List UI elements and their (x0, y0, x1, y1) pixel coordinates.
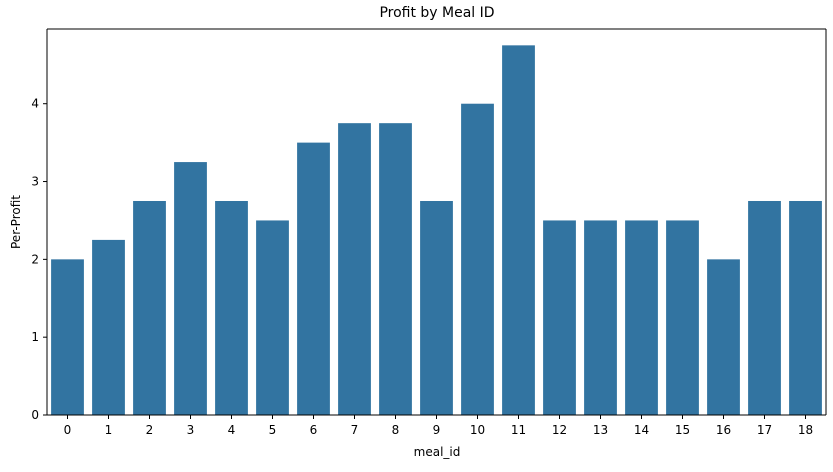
x-tick-label: 6 (310, 423, 318, 437)
x-tick-label: 14 (634, 423, 649, 437)
x-tick-label: 15 (675, 423, 690, 437)
x-tick-label: 16 (716, 423, 731, 437)
bar-meal-9 (420, 200, 453, 415)
x-tick-label: 2 (146, 423, 154, 437)
bar-meal-3 (174, 162, 207, 415)
bar-meal-13 (584, 220, 617, 415)
x-tick-label: 3 (187, 423, 195, 437)
x-tick-label: 7 (351, 423, 359, 437)
y-tick-label: 1 (31, 330, 39, 344)
bar-meal-8 (379, 123, 412, 416)
x-tick-label: 11 (511, 423, 526, 437)
x-tick-label: 8 (392, 423, 400, 437)
bar-meal-11 (502, 45, 535, 416)
y-tick-label: 3 (31, 175, 39, 189)
x-tick-label: 4 (228, 423, 236, 437)
x-tick-label: 0 (64, 423, 72, 437)
x-tick-label: 17 (757, 423, 772, 437)
chart-title: Profit by Meal ID (379, 5, 494, 21)
x-tick-label: 13 (593, 423, 608, 437)
bar-meal-12 (543, 220, 576, 415)
bar-meal-10 (461, 103, 494, 416)
bar-meal-5 (256, 220, 289, 415)
x-tick-label: 12 (552, 423, 567, 437)
bar-meal-0 (51, 259, 84, 415)
y-tick-label: 4 (31, 97, 39, 111)
bars-layer (51, 45, 822, 416)
bar-meal-7 (338, 123, 371, 416)
y-tick-label: 0 (31, 408, 39, 422)
y-tick-label: 2 (31, 252, 39, 266)
bar-meal-18 (789, 200, 822, 415)
bar-meal-4 (215, 200, 248, 415)
y-axis-label: Per-Profit (9, 195, 23, 249)
x-tick-label: 1 (105, 423, 113, 437)
x-axis-label: meal_id (414, 445, 461, 459)
bar-meal-6 (297, 142, 330, 415)
bar-meal-2 (133, 200, 166, 415)
bar-meal-17 (748, 200, 781, 415)
x-tick-label: 10 (470, 423, 485, 437)
bar-meal-15 (666, 220, 699, 415)
x-tick-label: 5 (269, 423, 277, 437)
bar-meal-16 (707, 259, 740, 415)
x-tick-label: 18 (798, 423, 813, 437)
bar-meal-1 (92, 239, 125, 415)
x-tick-label: 9 (433, 423, 441, 437)
bar-meal-14 (625, 220, 658, 415)
